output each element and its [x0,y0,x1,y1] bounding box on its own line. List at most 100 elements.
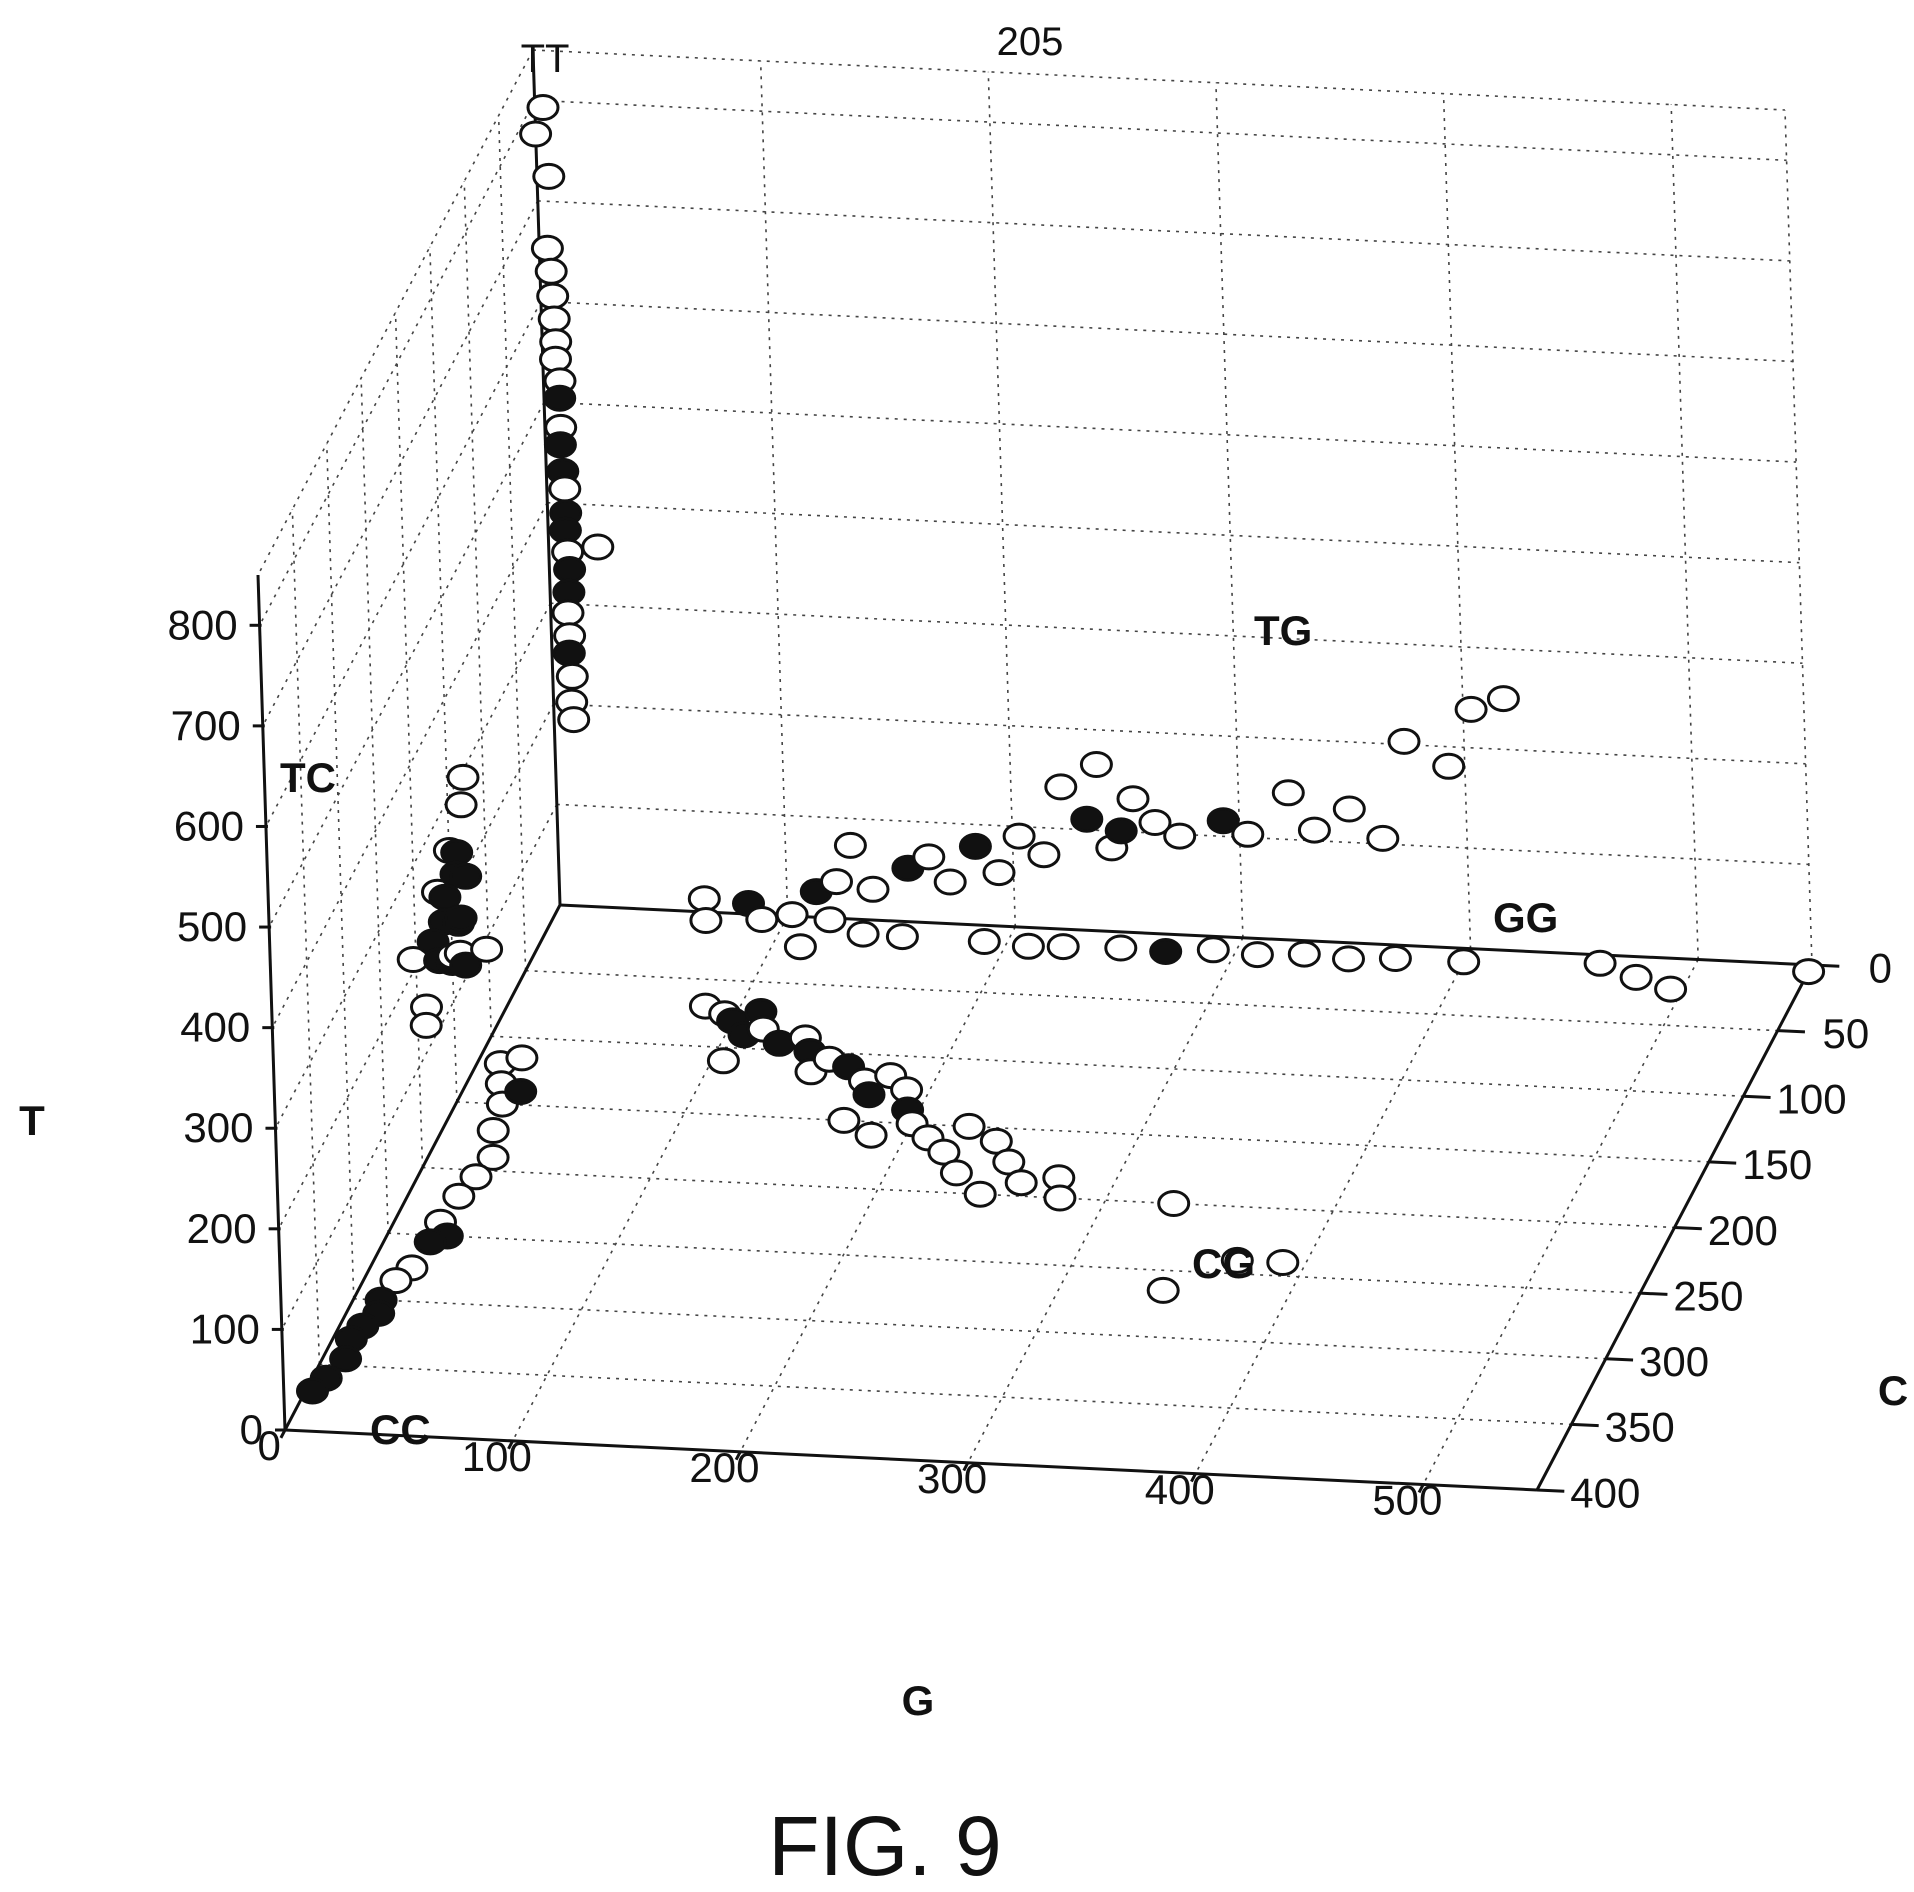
c-axis-tick [1571,1422,1599,1428]
data-point-tc [409,1011,443,1039]
data-point-tg [1387,727,1421,755]
data-point-gg [1149,938,1183,965]
t-tick-label: 800 [168,601,238,648]
data-point-tg [856,875,890,903]
grid-line-side-c [463,181,493,1037]
data-point-tg [1454,695,1488,723]
axis-ticks: 0 100 200 300 400 500 0 50 100 150 200 250 300 350 400… [168,601,1892,1523]
data-point-gg [1196,936,1230,964]
grid-line-side-c [429,246,458,1102]
cc-axis-line [283,904,562,1431]
c-axis-tick [1743,1094,1771,1100]
cluster-label-tt: TT [521,37,570,81]
data-point-tt [543,384,577,412]
grid-line-side-t [268,401,545,928]
c-axis-tick [1640,1291,1668,1296]
data-point-cg [1146,1276,1180,1304]
data-point-tc [449,862,483,890]
g-tick-label: 300 [917,1455,987,1502]
chart-text: 205 FIG. 9 T G C TT TC TG GG CG CC [19,20,1908,1892]
data-point-gg [1011,932,1045,960]
data-point-tt [553,556,587,583]
cluster-label-gg: GG [1493,894,1558,941]
t-tick-label: 700 [171,702,241,749]
z-axis-title: T [19,1097,45,1144]
data-point-tt [543,431,577,459]
data-point-tg [689,907,723,934]
data-point-tg [933,868,967,896]
data-point-gg [967,928,1001,955]
c-tick-label: 400 [1570,1469,1640,1516]
data-point-tg [1027,841,1061,869]
data-point-tg [846,920,880,948]
t-tick-label: 400 [180,1004,250,1051]
x-axis-title: G [902,1677,935,1724]
grid-line-side-c [394,312,424,1168]
g-axis-tick [734,1451,742,1461]
grid-line-back-t [550,602,1803,665]
grid-line-back-g [1442,93,1472,949]
data-point-tg [1002,822,1036,850]
g-axis-tick [507,1440,514,1450]
data-point-tt [537,305,571,333]
data-point-cc [459,1163,493,1191]
data-point-cg [1043,1184,1077,1212]
data-point-cc [476,1117,510,1144]
data-point-tg [1432,752,1466,780]
data-point-cc [413,1228,447,1256]
data-point-tg [1163,822,1197,850]
data-point-tg [1366,824,1400,852]
grid-line-floor-c [319,1363,1572,1426]
grid-line-back-g [1670,104,1699,960]
t-tick-label: 0 [240,1406,263,1453]
data-point-gg [1287,940,1321,968]
c-axis-tick [1708,1160,1737,1165]
data-point-tg [1486,685,1520,713]
data-point-tg [1044,773,1078,801]
c-tick-label: 300 [1639,1338,1709,1385]
data-point-cc [442,1182,476,1210]
g-axis-tick [1190,1472,1197,1483]
data-point-tg [775,901,809,929]
t-tick-label: 600 [174,802,244,849]
data-point-tg [1271,779,1305,807]
data-point-tt [519,120,553,148]
grid-lines [257,49,1813,1491]
grid-line-back-g [759,60,789,916]
grid-line-back-right [1784,109,1813,966]
data-point-tg [833,831,867,859]
cluster-label-tg: TG [1254,607,1312,654]
data-point-tt [532,162,566,190]
data-point-tt [539,345,572,373]
c-tick-label: 100 [1777,1076,1847,1123]
data-points [296,94,1826,1405]
g-tick-label: 200 [689,1444,759,1491]
grid-line-floor-c [422,1166,1675,1229]
data-point-gg [783,933,817,961]
data-point-cg [852,1081,886,1109]
data-point-tt [530,234,564,262]
grid-line-side-c [497,115,527,971]
grid-line-floor-c [525,969,1778,1032]
g-axis-tick [1417,1483,1425,1494]
data-point-gg [1654,975,1688,1003]
c-axis-tick [1674,1226,1702,1231]
grid-line-back-t [537,200,1790,262]
data-point-cg [1266,1249,1300,1276]
data-point-tg [745,906,779,933]
g-tick-label: 400 [1145,1466,1215,1513]
data-point-cc [504,1078,538,1105]
c-tick-label: 250 [1673,1272,1743,1319]
figure-caption: FIG. 9 [768,1799,1001,1892]
t-tick-label: 200 [187,1205,257,1252]
grid-line-floor-c [491,1035,1744,1098]
data-point-tg [813,906,847,934]
data-point-tg [1138,809,1172,836]
data-point-cc [296,1377,329,1405]
data-point-tg [820,868,853,896]
axis-lines [256,49,1814,1492]
grid-line-back-g [1215,82,1244,938]
data-point-gg [1046,933,1080,961]
grid-line-back-t [547,501,1800,564]
